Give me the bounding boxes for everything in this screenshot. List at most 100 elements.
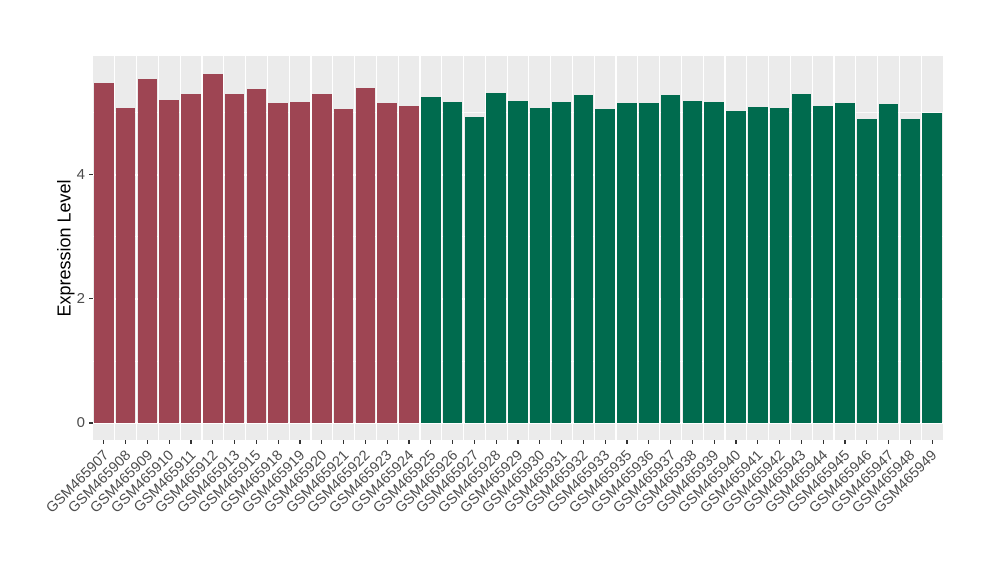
y-tick-label: 0 (76, 414, 85, 431)
x-tick-mark (844, 439, 846, 444)
x-tick-mark (125, 439, 127, 444)
x-tick-mark (495, 439, 497, 444)
vertical-gridline (375, 56, 377, 440)
bar-GSM465929 (508, 100, 528, 423)
vertical-gridline (462, 56, 465, 440)
x-tick-mark (255, 439, 258, 444)
x-tick-mark (604, 439, 606, 444)
x-tick-mark (517, 439, 519, 444)
vertical-gridline (441, 56, 443, 440)
vertical-gridline (789, 56, 792, 440)
vertical-gridline (244, 56, 247, 440)
bar-GSM465923 (377, 102, 398, 423)
x-tick-mark (866, 439, 868, 444)
bar-GSM465932 (573, 94, 594, 423)
vertical-gridline (702, 56, 704, 440)
x-tick-mark (713, 439, 715, 444)
bar-GSM465943 (791, 93, 812, 423)
x-tick-mark (822, 439, 824, 444)
vertical-gridline (266, 56, 268, 440)
x-tick-mark (299, 439, 301, 444)
bar-GSM465948 (900, 118, 921, 423)
vertical-gridline (201, 56, 203, 440)
vertical-gridline (877, 56, 879, 440)
vertical-gridline (659, 56, 661, 440)
x-tick-mark (909, 439, 911, 444)
x-tick-mark (691, 439, 693, 444)
bar-GSM465926 (442, 102, 463, 423)
x-tick-mark (473, 439, 475, 444)
x-tick-mark (778, 439, 781, 444)
vertical-gridline (680, 56, 683, 440)
x-tick-mark (539, 439, 541, 444)
vertical-gridline (484, 56, 486, 440)
vertical-gridline (920, 56, 922, 440)
bar-GSM465907 (94, 82, 114, 423)
major-gridline (93, 422, 943, 424)
plot-panel (93, 56, 943, 440)
vertical-gridline (615, 56, 617, 440)
x-tick-mark (800, 439, 802, 444)
x-tick-mark (648, 439, 650, 444)
x-tick-mark (669, 439, 672, 444)
y-tick-mark (88, 174, 93, 176)
vertical-gridline (550, 56, 552, 440)
bar-GSM465922 (355, 87, 376, 423)
vertical-gridline (855, 56, 857, 440)
vertical-gridline (114, 56, 116, 440)
y-tick-label: 4 (76, 165, 85, 183)
bar-GSM465920 (312, 94, 332, 423)
bar-GSM465909 (137, 79, 158, 423)
bar-GSM465949 (922, 112, 942, 423)
bar-GSM465913 (224, 94, 245, 423)
vertical-gridline (506, 56, 508, 440)
bar-GSM465927 (464, 117, 485, 423)
vertical-gridline (724, 56, 726, 440)
x-tick-mark (168, 439, 170, 444)
vertical-gridline (528, 56, 530, 440)
vertical-gridline (637, 56, 639, 440)
x-tick-mark (343, 439, 345, 444)
bar-GSM465915 (246, 88, 267, 423)
x-tick-mark (321, 439, 323, 444)
bar-GSM465941 (747, 106, 768, 423)
bar-GSM465939 (704, 101, 724, 423)
vertical-gridline (179, 56, 181, 440)
x-tick-mark (887, 439, 890, 444)
x-tick-mark (560, 439, 563, 444)
x-tick-mark (931, 439, 933, 444)
vertical-gridline (746, 56, 748, 440)
bar-GSM465931 (551, 102, 572, 423)
x-tick-mark (408, 439, 410, 444)
bar-GSM465910 (159, 99, 180, 423)
x-tick-mark (430, 439, 432, 444)
y-tick-mark (88, 422, 93, 424)
bar-GSM465925 (421, 97, 441, 423)
bar-GSM465928 (486, 92, 506, 423)
x-tick-mark (757, 439, 759, 444)
vertical-gridline (135, 56, 138, 440)
bar-GSM465946 (856, 118, 877, 423)
bar-GSM465930 (529, 107, 550, 423)
bar-GSM465908 (115, 108, 136, 423)
vertical-gridline (571, 56, 574, 440)
bar-GSM465938 (682, 100, 703, 423)
x-tick-mark (234, 439, 236, 444)
bar-GSM465921 (333, 109, 354, 423)
vertical-gridline (332, 56, 334, 440)
vertical-gridline (397, 56, 399, 440)
x-tick-mark (146, 439, 149, 444)
bar-GSM465940 (726, 110, 746, 423)
x-tick-mark (626, 439, 628, 444)
bar-GSM465924 (399, 105, 419, 423)
y-tick-label: 2 (76, 289, 85, 307)
x-tick-mark (190, 439, 192, 444)
vertical-gridline (157, 56, 159, 440)
x-tick-mark (386, 439, 388, 444)
bar-GSM465945 (835, 103, 855, 423)
bar-GSM465918 (268, 102, 289, 423)
vertical-gridline (768, 56, 770, 440)
vertical-gridline (833, 56, 835, 440)
vertical-gridline (223, 56, 225, 440)
